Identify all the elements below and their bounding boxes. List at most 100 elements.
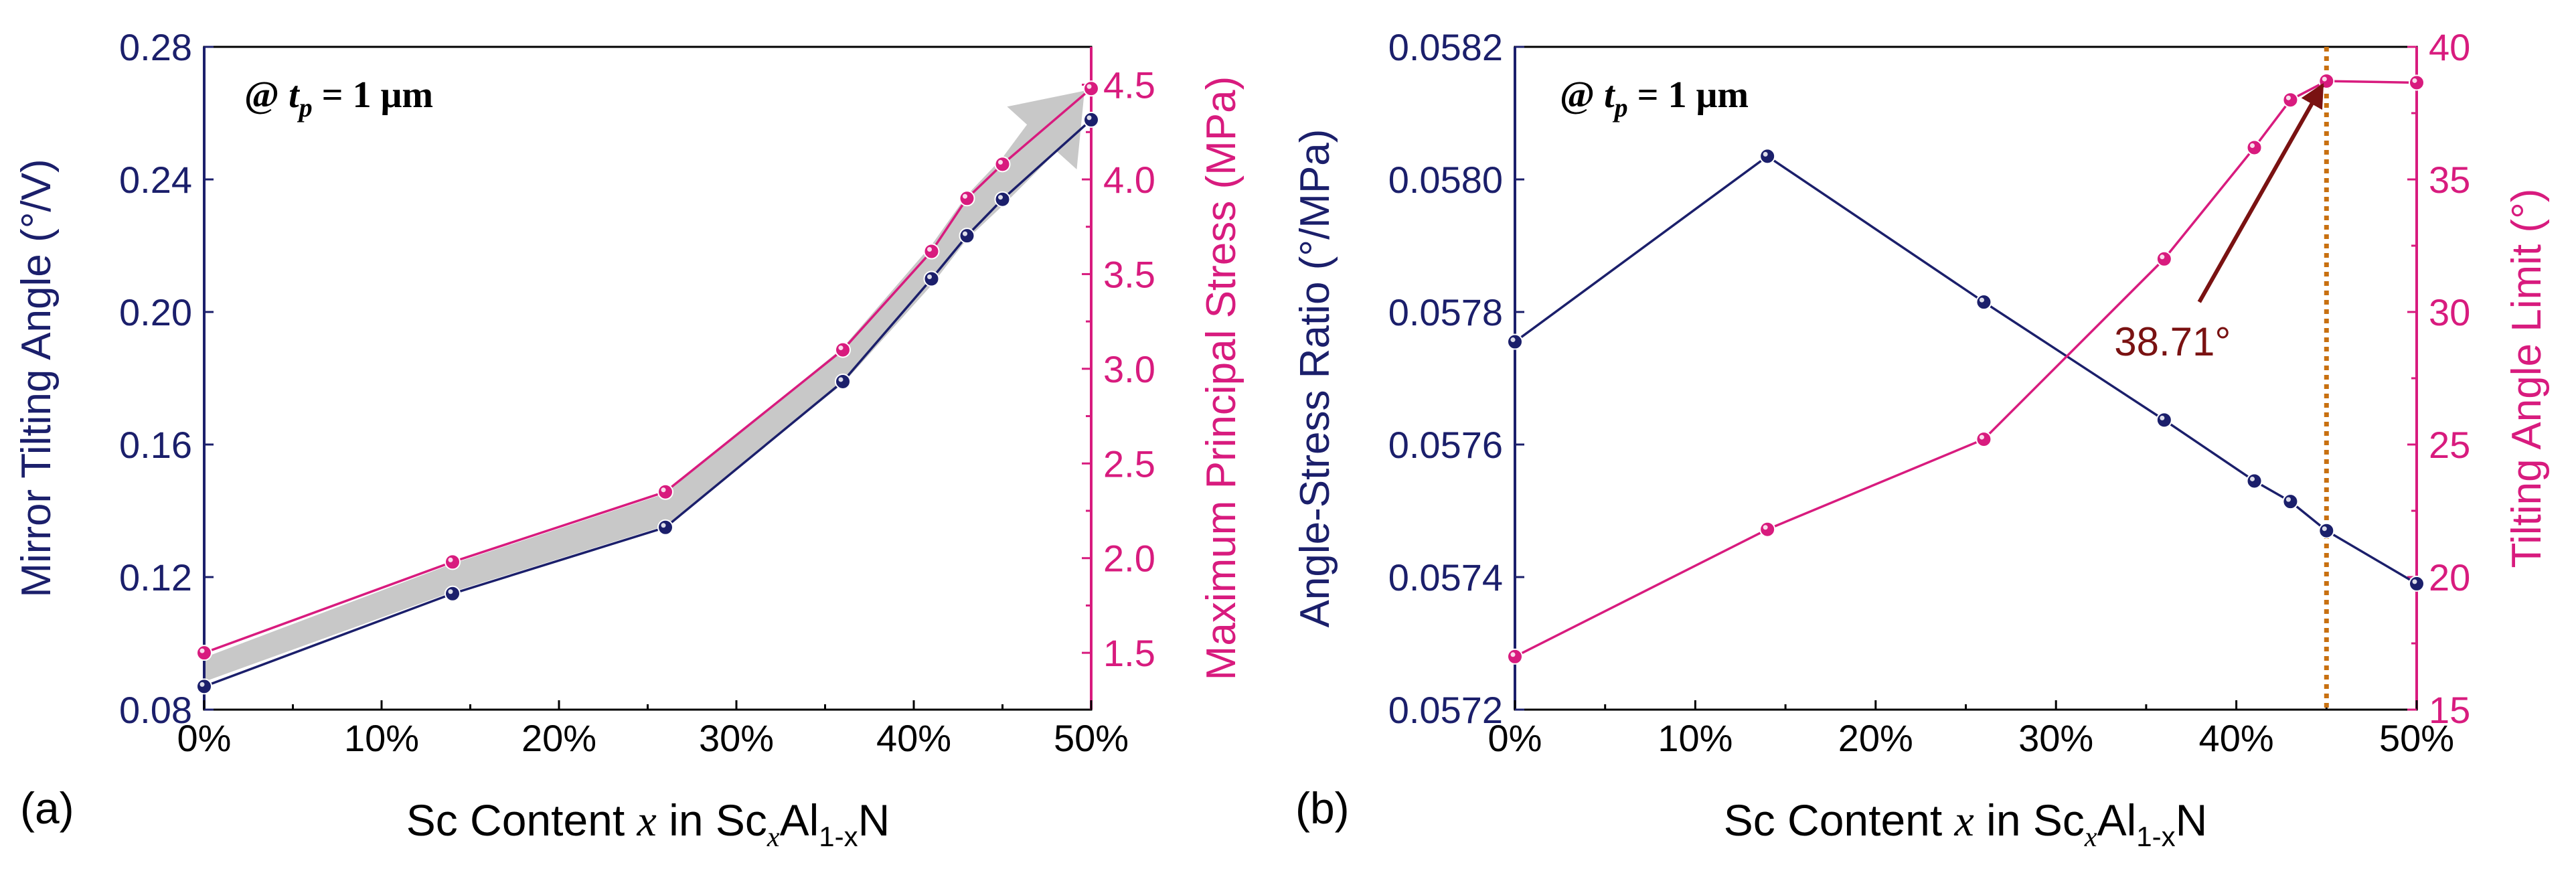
data-point-highlight — [2160, 254, 2165, 260]
x-tick-label: 10% — [1658, 717, 1733, 759]
data-point — [1083, 111, 1099, 128]
data-point-highlight — [1510, 652, 1516, 657]
data-point — [1507, 333, 1523, 350]
data-point — [657, 483, 673, 500]
data-point — [2409, 74, 2425, 91]
data-point-highlight — [2285, 95, 2291, 100]
y-left-tick-label: 0.0576 — [1388, 424, 1503, 466]
x-axis-title: Sc Content x in ScxAl1-xN — [406, 795, 890, 853]
data-point-highlight — [1086, 115, 1092, 121]
x-tick-label: 0% — [177, 717, 232, 759]
x-tick-label: 40% — [2199, 717, 2274, 759]
data-point-highlight — [1763, 151, 1768, 157]
y-right-tick-label: 4.5 — [1103, 64, 1155, 106]
data-point — [1976, 431, 1992, 448]
y-left-tick-label: 0.24 — [119, 159, 192, 201]
y-left-tick-label: 0.0572 — [1388, 689, 1503, 731]
data-point-highlight — [1979, 434, 1984, 440]
series-line — [1514, 80, 2417, 658]
data-point — [923, 243, 940, 260]
x-tick-label: 50% — [1054, 717, 1129, 759]
data-point-highlight — [2322, 526, 2327, 532]
x-tick-label: 50% — [2379, 717, 2454, 759]
y-left-tick-label: 0.08 — [119, 689, 192, 731]
data-point — [2409, 575, 2425, 592]
data-point — [959, 228, 975, 244]
data-point-highlight — [448, 557, 453, 562]
data-point — [2282, 493, 2299, 510]
data-point — [445, 554, 461, 570]
x-tick-label: 20% — [1838, 717, 1913, 759]
x-tick-label: 10% — [344, 717, 419, 759]
y-left-tick-label: 0.16 — [119, 424, 192, 466]
y-left-tick-label: 0.0578 — [1388, 291, 1503, 333]
data-point-highlight — [838, 377, 843, 382]
data-point-highlight — [2250, 143, 2255, 148]
series-line — [1514, 155, 2417, 585]
data-point — [994, 156, 1011, 173]
data-point-highlight — [927, 246, 932, 252]
data-point — [2318, 522, 2335, 539]
panel-label: (b) — [1295, 783, 1350, 833]
y-right-axis-title: Tilting Angle Limit (°) — [2504, 189, 2550, 568]
y-left-axis-title: Mirror Tilting Angle (°/V) — [13, 159, 60, 597]
data-point — [835, 341, 851, 358]
y-right-tick-label: 2.0 — [1103, 538, 1155, 580]
callout-arrow — [2197, 82, 2324, 303]
y-left-tick-label: 0.12 — [119, 556, 192, 599]
series-line — [204, 87, 1093, 654]
y-right-tick-label: 4.0 — [1103, 159, 1155, 201]
panel-label: (a) — [20, 783, 74, 833]
data-point-highlight — [2322, 76, 2327, 82]
y-right-tick-label: 3.5 — [1103, 253, 1155, 295]
data-point — [657, 519, 673, 536]
data-point — [2156, 412, 2172, 428]
data-point — [196, 645, 212, 661]
y-right-tick-label: 2.5 — [1103, 443, 1155, 485]
data-point-highlight — [2285, 497, 2291, 502]
data-point-highlight — [661, 523, 666, 528]
data-point-highlight — [448, 589, 453, 594]
data-point-highlight — [1979, 297, 1984, 303]
x-axis-title: Sc Content x in ScxAl1-xN — [1724, 795, 2208, 853]
data-point — [196, 678, 212, 695]
x-tick-label: 0% — [1488, 717, 1542, 759]
chart-panel-a: 0% 10% 20% 30% 40% 50% 0.08 0.12 0.16 0.20 0.24 0.2… — [13, 26, 1244, 853]
y-left-tick-label: 0.28 — [119, 26, 192, 68]
data-point-highlight — [963, 231, 967, 236]
x-tick-label: 30% — [699, 717, 774, 759]
y-right-tick-label: 20 — [2429, 556, 2470, 599]
y-left-tick-label: 0.20 — [119, 291, 192, 333]
callout-label: 38.71° — [2114, 319, 2231, 364]
y-right-tick-label: 35 — [2429, 159, 2470, 201]
y-right-tick-label: 25 — [2429, 424, 2470, 466]
data-point — [994, 191, 1011, 208]
data-point-highlight — [998, 159, 1003, 165]
data-point — [1507, 648, 1523, 665]
data-point-highlight — [1763, 525, 1768, 530]
data-point-highlight — [199, 682, 205, 687]
y-right-axis-title: Maximum Principal Stress (MPa) — [1198, 76, 1244, 681]
y-right-tick-label: 40 — [2429, 26, 2470, 68]
data-point-highlight — [963, 193, 967, 199]
data-point — [1759, 148, 1776, 165]
data-point-highlight — [998, 195, 1003, 200]
data-point-highlight — [1086, 84, 1092, 89]
data-point — [923, 270, 940, 287]
y-left-axis-title: Angle-Stress Ratio (°/MPa) — [1292, 129, 1338, 628]
series-line — [204, 118, 1093, 688]
data-point — [1976, 294, 1992, 311]
data-point-highlight — [1510, 337, 1516, 343]
data-point-highlight — [838, 345, 843, 351]
trend-arrow — [204, 90, 1084, 682]
condition-annotation: @ tp = 1 μm — [1560, 74, 1749, 123]
data-point — [445, 585, 461, 602]
data-point — [1759, 521, 1776, 538]
y-left-tick-label: 0.0580 — [1388, 159, 1503, 201]
x-tick-label: 40% — [876, 717, 951, 759]
data-point-highlight — [2250, 476, 2255, 481]
data-point — [2156, 250, 2172, 267]
data-point-highlight — [199, 648, 205, 653]
chart-panel-b: 0% 10% 20% 30% 40% 50% 0.0572 0.0574 0.0576 0.057… — [1292, 26, 2550, 853]
